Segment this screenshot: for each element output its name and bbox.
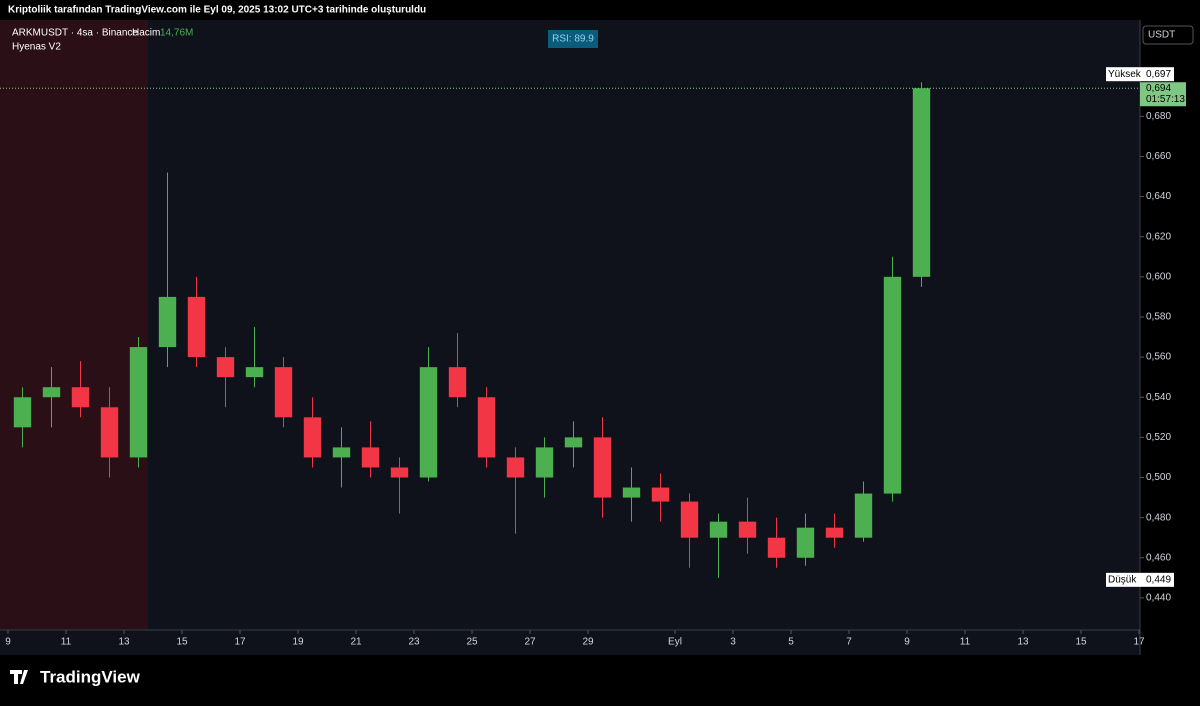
candle-body bbox=[796, 527, 815, 558]
candle-body bbox=[71, 387, 90, 408]
currency: USDT bbox=[1148, 30, 1175, 41]
candle-body bbox=[651, 487, 670, 502]
y-tick-label: 0,580 bbox=[1146, 312, 1171, 323]
x-tick-label: 17 bbox=[1133, 637, 1145, 648]
price-mark-box bbox=[1106, 572, 1144, 587]
candle-body bbox=[419, 367, 438, 478]
y-tick-label: 0,440 bbox=[1146, 593, 1171, 604]
y-tick-label: 0,460 bbox=[1146, 552, 1171, 563]
y-tick-label: 0,680 bbox=[1146, 111, 1171, 122]
y-tick-label: 0,520 bbox=[1146, 432, 1171, 443]
y-tick-label: 0,600 bbox=[1146, 271, 1171, 282]
countdown: 01:57:13 bbox=[1146, 94, 1185, 105]
x-tick-label: 15 bbox=[1075, 637, 1087, 648]
session-shade bbox=[0, 20, 148, 630]
y-tick-label: 0,540 bbox=[1146, 392, 1171, 403]
candle-body bbox=[825, 527, 844, 538]
header: Kriptoliik tarafından TradingView.com il… bbox=[8, 5, 426, 16]
candle-body bbox=[129, 347, 148, 458]
candle-body bbox=[390, 467, 409, 478]
logo bbox=[10, 670, 28, 684]
candle-body bbox=[448, 367, 467, 398]
candle-body bbox=[622, 487, 641, 498]
x-tick-label: 9 bbox=[5, 637, 11, 648]
x-tick-label: 29 bbox=[582, 637, 594, 648]
price-mark-label: Düşük bbox=[1108, 574, 1137, 585]
x-tick-label: 7 bbox=[846, 637, 852, 648]
last-price: 0,694 bbox=[1146, 83, 1171, 94]
volume-label: Hacim bbox=[132, 28, 160, 39]
x-tick-label: 21 bbox=[350, 637, 362, 648]
x-tick-label: 15 bbox=[176, 637, 188, 648]
candle-body bbox=[738, 521, 757, 538]
price-mark-label: Yüksek bbox=[1108, 69, 1142, 80]
candle-body bbox=[361, 447, 380, 468]
x-tick-label: 19 bbox=[292, 637, 304, 648]
x-tick-label: 3 bbox=[730, 637, 736, 648]
candle-body bbox=[274, 367, 293, 418]
candle-body bbox=[100, 407, 119, 458]
y-tick-label: 0,560 bbox=[1146, 352, 1171, 363]
y-tick-label: 0,620 bbox=[1146, 231, 1171, 242]
price-mark-value: 0,449 bbox=[1146, 574, 1171, 585]
x-tick-label: 13 bbox=[1017, 637, 1029, 648]
x-tick-label: 13 bbox=[118, 637, 130, 648]
price-mark-value-box bbox=[1144, 572, 1174, 587]
candle-body bbox=[564, 437, 583, 448]
x-tick-label: 17 bbox=[234, 637, 246, 648]
volume: 14,76M bbox=[160, 28, 193, 39]
x-tick-label: 25 bbox=[466, 637, 478, 648]
last-price-box bbox=[1140, 82, 1186, 107]
candle-body bbox=[477, 397, 496, 458]
candle-body bbox=[535, 447, 554, 478]
candle-body bbox=[332, 447, 351, 458]
brand: TradingView bbox=[40, 667, 141, 686]
rsi: RSI: 89.9 bbox=[552, 34, 594, 45]
candle-body bbox=[216, 357, 235, 378]
currency-box bbox=[1142, 25, 1194, 45]
price-mark-box bbox=[1106, 67, 1144, 82]
indicator: Hyenas V2 bbox=[12, 42, 61, 53]
x-tick-label: Eyl bbox=[668, 637, 682, 648]
candle-body bbox=[854, 493, 873, 538]
candle-body bbox=[158, 296, 177, 348]
x-tick-label: 9 bbox=[904, 637, 910, 648]
x-tick-label: 27 bbox=[524, 637, 536, 648]
candle-body bbox=[187, 296, 206, 358]
candle-body bbox=[506, 457, 525, 478]
candle-body bbox=[593, 437, 612, 498]
candle-body bbox=[42, 387, 61, 398]
x-tick-label: 23 bbox=[408, 637, 420, 648]
candle-body bbox=[303, 417, 322, 458]
price-mark-value: 0,697 bbox=[1146, 69, 1171, 80]
x-tick-label: 11 bbox=[61, 637, 72, 648]
x-tick-label: 5 bbox=[788, 637, 794, 648]
x-tick-label: 11 bbox=[960, 637, 971, 648]
candle-body bbox=[680, 501, 699, 538]
candle-body bbox=[709, 521, 728, 538]
candle-body bbox=[912, 88, 931, 277]
y-tick-label: 0,640 bbox=[1146, 191, 1171, 202]
candle-body bbox=[245, 367, 264, 378]
candle-body bbox=[13, 397, 32, 428]
candle-body bbox=[883, 276, 902, 494]
y-tick-label: 0,660 bbox=[1146, 151, 1171, 162]
price-mark-value-box bbox=[1144, 67, 1174, 82]
symbol: ARKMUSDT · 4sa · Binance bbox=[12, 28, 138, 39]
candle-body bbox=[767, 537, 786, 558]
y-tick-label: 0,500 bbox=[1146, 472, 1171, 483]
y-tick-label: 0,480 bbox=[1146, 512, 1171, 523]
rsi-box bbox=[548, 30, 598, 48]
